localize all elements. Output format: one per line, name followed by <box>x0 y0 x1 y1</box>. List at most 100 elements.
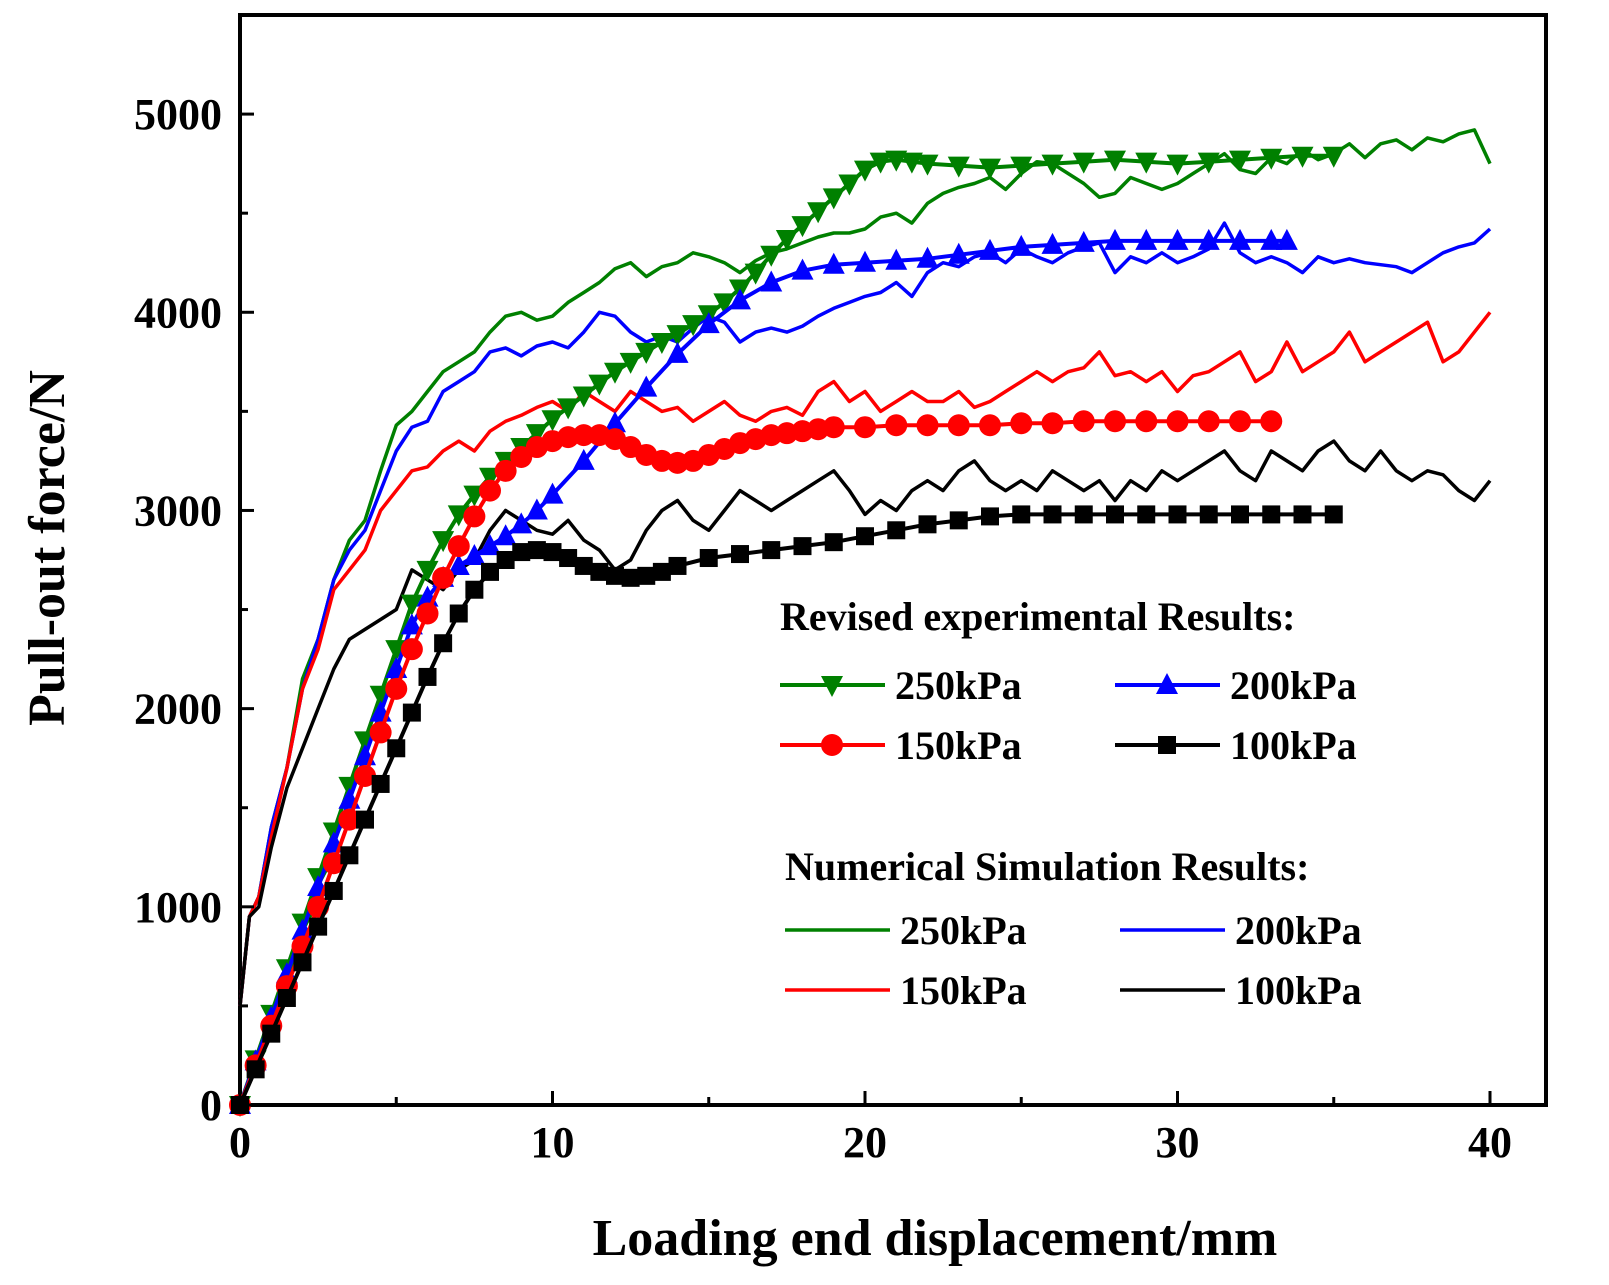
x-tick-label: 40 <box>1468 1118 1512 1167</box>
legend-marker-experimental-100kPa <box>1158 736 1176 754</box>
experimental-point-250kPa <box>1166 154 1189 176</box>
experimental-point-200kPa <box>447 553 470 575</box>
experimental-point-250kPa <box>666 325 689 347</box>
y-tick-label: 4000 <box>134 288 222 337</box>
experimental-point-150kPa <box>885 414 908 437</box>
experimental-point-100kPa <box>887 521 906 540</box>
experimental-point-100kPa <box>277 988 296 1007</box>
y-tick-label: 1000 <box>134 883 222 932</box>
experimental-point-250kPa <box>869 152 892 174</box>
experimental-point-200kPa <box>463 544 486 566</box>
experimental-point-150kPa <box>400 638 423 661</box>
legend-label-simulation-100kPa: 100kPa <box>1235 968 1362 1013</box>
y-tick-label: 3000 <box>134 486 222 535</box>
experimental-point-150kPa <box>947 414 970 437</box>
experimental-point-250kPa <box>1104 150 1126 172</box>
experimental-point-250kPa <box>541 410 564 432</box>
experimental-point-250kPa <box>400 594 423 616</box>
experimental-point-150kPa <box>463 505 486 528</box>
experimental-point-150kPa <box>822 416 845 439</box>
legend-label-simulation-150kPa: 150kPa <box>900 968 1027 1013</box>
experimental-point-100kPa <box>481 562 499 581</box>
experimental-point-150kPa <box>1166 410 1189 433</box>
experimental-point-100kPa <box>1106 505 1124 524</box>
experimental-point-200kPa <box>729 288 751 310</box>
experimental-point-100kPa <box>856 527 874 546</box>
experimental-point-100kPa <box>465 580 484 599</box>
experimental-point-100kPa <box>621 568 640 587</box>
x-tick-label: 20 <box>843 1118 887 1167</box>
experimental-point-100kPa <box>1199 505 1218 524</box>
experimental-point-200kPa <box>791 258 814 280</box>
experimental-point-150kPa <box>416 602 439 625</box>
legend-label-experimental-200kPa: 200kPa <box>1230 663 1357 708</box>
experimental-point-150kPa <box>322 852 345 875</box>
experimental-point-150kPa <box>369 721 392 744</box>
experimental-point-250kPa <box>822 188 845 210</box>
experimental-point-100kPa <box>1043 505 1062 524</box>
experimental-point-100kPa <box>699 549 718 568</box>
experimental-point-250kPa <box>650 333 673 354</box>
experimental-point-100kPa <box>918 515 937 534</box>
experimental-point-250kPa <box>588 374 611 396</box>
experimental-point-200kPa <box>979 238 1001 260</box>
experimental-point-100kPa <box>512 543 531 562</box>
experimental-point-100kPa <box>824 533 843 552</box>
experimental-point-100kPa <box>309 917 328 936</box>
experimental-point-250kPa <box>1135 152 1158 174</box>
experimental-point-200kPa <box>510 512 533 534</box>
experimental-point-150kPa <box>479 479 501 502</box>
experimental-point-250kPa <box>416 560 439 582</box>
experimental-point-150kPa <box>385 677 408 700</box>
experimental-point-150kPa <box>338 808 361 831</box>
legend-marker-experimental-250kPa <box>821 676 843 697</box>
experimental-point-150kPa <box>510 445 533 468</box>
experimental-point-100kPa <box>340 846 359 865</box>
experimental-point-250kPa <box>791 216 814 238</box>
legend-label-experimental-100kPa: 100kPa <box>1230 723 1357 768</box>
experimental-point-250kPa <box>1010 156 1033 178</box>
experimental-point-250kPa <box>1197 152 1220 174</box>
experimental-point-100kPa <box>324 881 343 900</box>
experimental-point-200kPa <box>1166 228 1189 250</box>
experimental-point-150kPa <box>1072 410 1095 433</box>
experimental-point-150kPa <box>494 459 517 482</box>
experimental-point-100kPa <box>949 511 968 530</box>
experimental-point-200kPa <box>479 534 501 556</box>
experimental-point-100kPa <box>652 562 671 581</box>
experimental-point-100kPa <box>371 774 390 793</box>
experimental-point-150kPa <box>447 535 470 558</box>
legend-label-experimental-150kPa: 150kPa <box>895 723 1022 768</box>
experimental-point-100kPa <box>543 543 562 562</box>
plot-area-frame <box>238 13 1548 1107</box>
y-tick-label: 5000 <box>134 90 222 139</box>
experimental-point-200kPa <box>525 498 548 520</box>
simulation-line-150kPa <box>238 311 1492 1007</box>
legend-label-simulation-200kPa: 200kPa <box>1235 908 1362 953</box>
experimental-point-100kPa <box>246 1060 265 1079</box>
experimental-point-250kPa <box>1291 146 1314 168</box>
experimental-point-250kPa <box>807 202 830 224</box>
experimental-point-150kPa <box>1104 410 1126 433</box>
experimental-point-250kPa <box>760 245 783 267</box>
experimental-point-150kPa <box>979 414 1001 437</box>
experimental-point-100kPa <box>1231 505 1249 524</box>
experimental-point-150kPa <box>1197 410 1220 433</box>
experimental-point-100kPa <box>1137 505 1156 524</box>
experimental-point-100kPa <box>668 556 687 575</box>
experimental-point-200kPa <box>541 482 564 504</box>
experimental-point-100kPa <box>262 1024 281 1043</box>
y-tick-label: 2000 <box>134 685 222 734</box>
experimental-point-100kPa <box>1074 505 1093 524</box>
experimental-point-100kPa <box>574 556 593 575</box>
legend-label-experimental-250kPa: 250kPa <box>895 663 1022 708</box>
experimental-point-250kPa <box>619 352 642 374</box>
legend-marker-experimental-200kPa <box>1156 673 1178 694</box>
legend-label-simulation-250kPa: 250kPa <box>900 908 1027 953</box>
experimental-point-250kPa <box>854 160 876 182</box>
experimental-point-200kPa <box>1197 228 1220 250</box>
experimental-point-250kPa <box>713 293 736 315</box>
experimental-point-200kPa <box>572 448 595 470</box>
experimental-point-100kPa <box>1012 505 1031 524</box>
experimental-point-100kPa <box>496 551 515 569</box>
